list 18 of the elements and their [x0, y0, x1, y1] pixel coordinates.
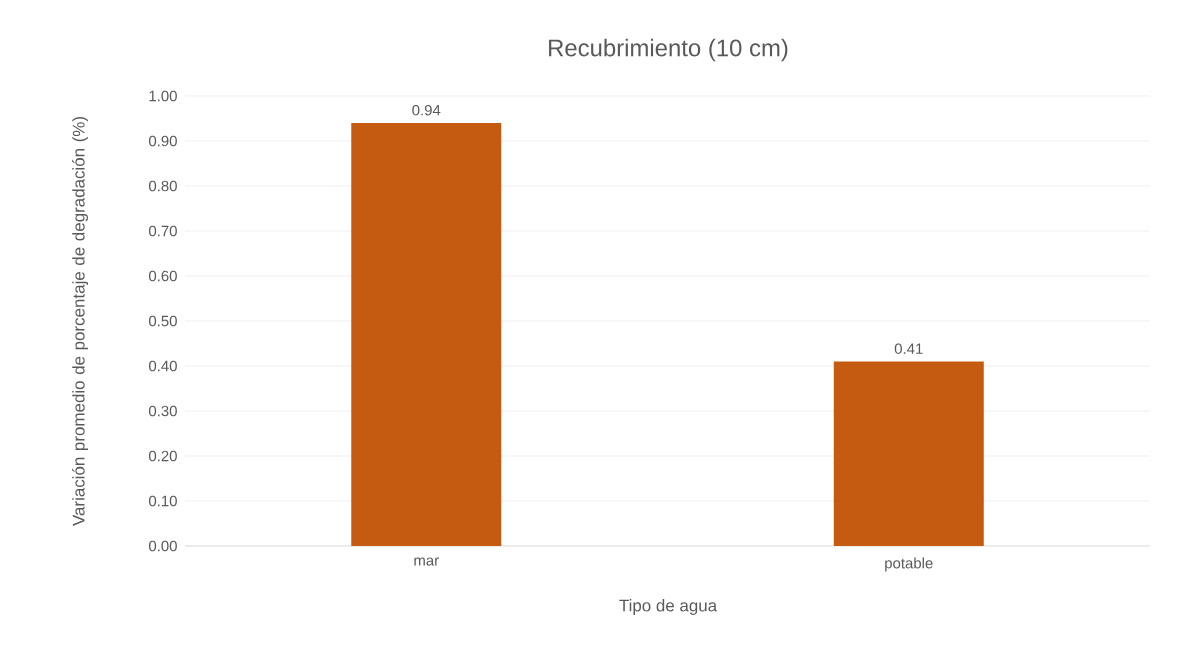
y-tick-label: 0.00 — [148, 540, 177, 552]
y-tick-label: 0.70 — [148, 225, 177, 237]
y-tick-label: 1.00 — [149, 90, 177, 102]
y-tick-label: 0.90 — [148, 135, 177, 147]
data-label: 0.41 — [894, 343, 923, 354]
x-tick-label: mar — [414, 557, 439, 566]
y-tick-label: 0.60 — [148, 270, 177, 282]
y-tick-label: 0.30 — [148, 405, 177, 417]
y-tick-label: 0.20 — [148, 450, 177, 462]
x-axis-title: Tipo de agua — [619, 599, 718, 615]
y-axis-title: Variación promedio de porcentaje de degradación (%) — [72, 117, 88, 526]
x-tick-label: potable — [885, 557, 933, 572]
y-tick-label: 0.80 — [148, 180, 177, 192]
y-tick-label: 0.40 — [148, 360, 177, 372]
data-label: 0.94 — [412, 104, 441, 116]
chart-title: Recubrimiento (10 cm) — [549, 38, 788, 62]
y-tick-label: 0.10 — [148, 495, 177, 507]
y-tick-label: 0.50 — [148, 315, 177, 327]
